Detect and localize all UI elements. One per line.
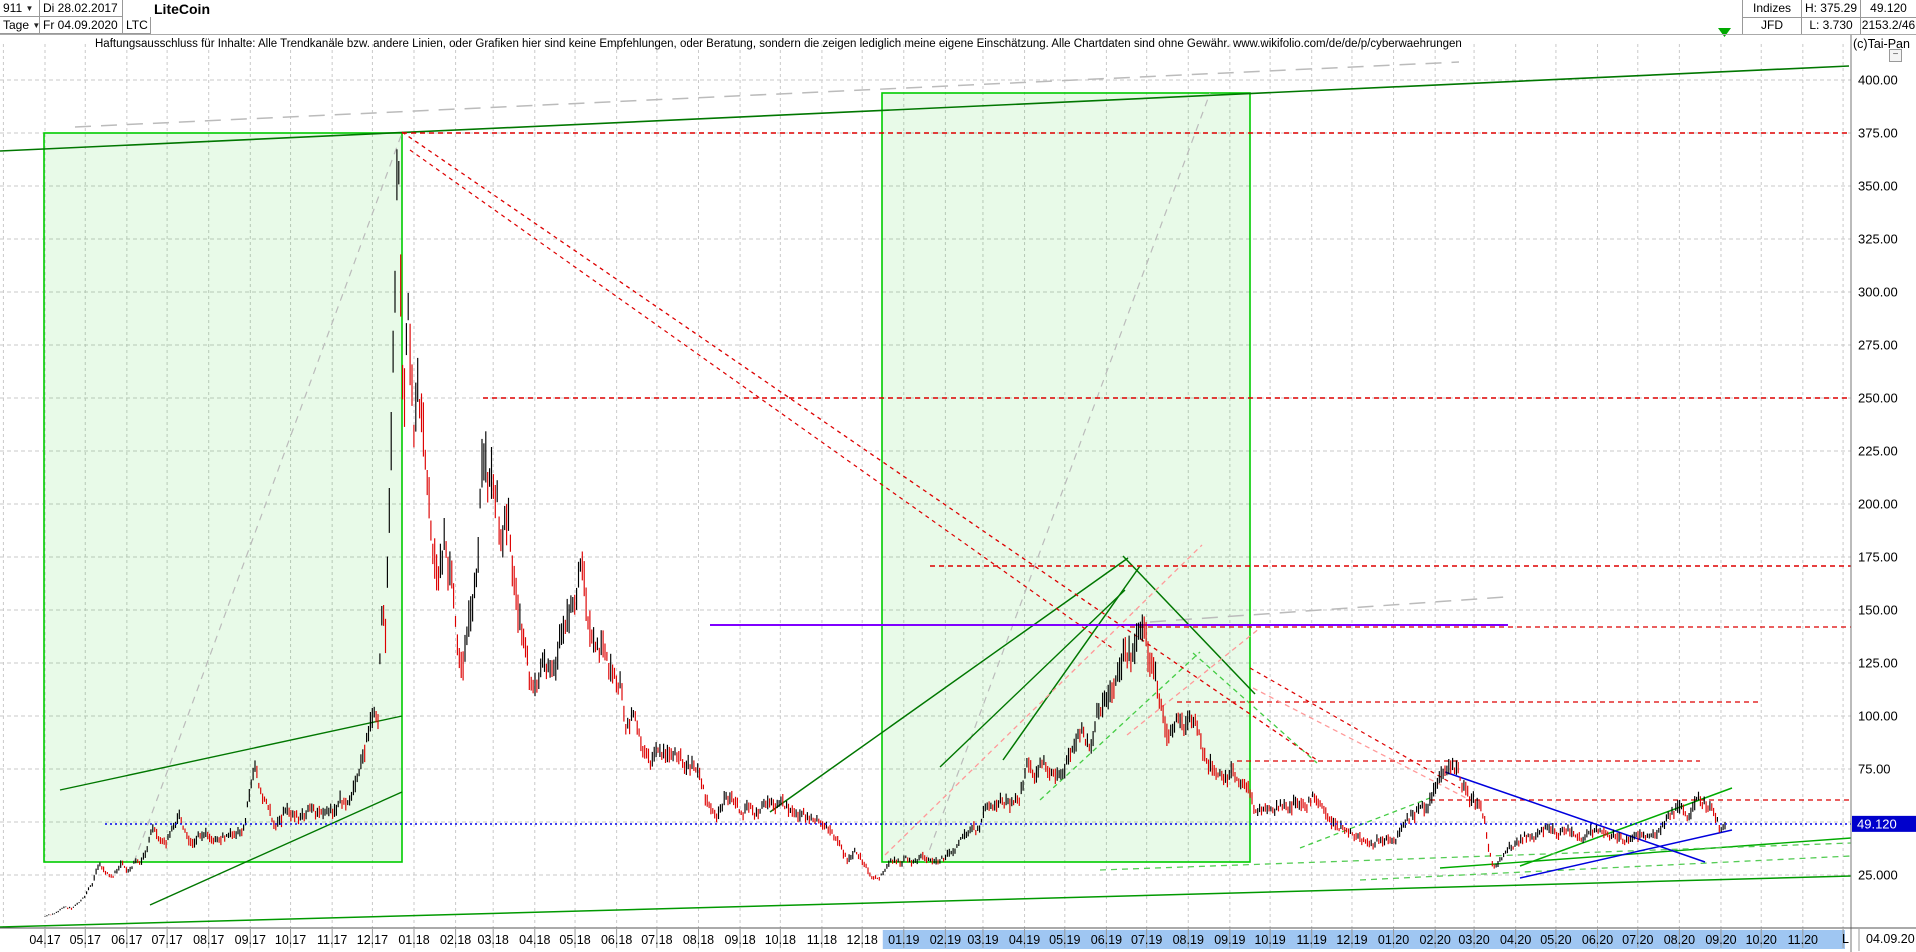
svg-text:05.18: 05.18 (559, 933, 590, 947)
svg-text:04.19: 04.19 (1009, 933, 1040, 947)
last-price-label: 49.120 (1860, 0, 1916, 17)
svg-text:10.19: 10.19 (1254, 933, 1285, 947)
svg-text:07.18: 07.18 (641, 933, 672, 947)
svg-text:05.17: 05.17 (70, 933, 101, 947)
date-from-value: Di 28.02.2017 (43, 1, 118, 15)
symbol-field[interactable]: LTC (123, 17, 151, 34)
date-to-field[interactable]: Fr 04.09.2020 (40, 17, 123, 34)
svg-text:08.18: 08.18 (683, 933, 714, 947)
broker-label: JFD (1742, 17, 1802, 34)
svg-text:02.19: 02.19 (930, 933, 961, 947)
svg-text:10.20: 10.20 (1746, 933, 1777, 947)
svg-text:09.19: 09.19 (1214, 933, 1245, 947)
header-bottom-border (0, 34, 1916, 35)
svg-text:200.00: 200.00 (1858, 497, 1898, 512)
svg-text:150.00: 150.00 (1858, 603, 1898, 618)
period-value: 911 (3, 1, 23, 15)
svg-text:04.17: 04.17 (29, 933, 60, 947)
svg-text:02.20: 02.20 (1420, 933, 1451, 947)
axis-corner-left-label: L (1842, 932, 1849, 946)
period-dropdown[interactable]: 911 ▼ (0, 0, 40, 17)
svg-text:11.18: 11.18 (807, 933, 837, 947)
svg-text:09.18: 09.18 (724, 933, 755, 947)
quote-provider-label: Indizes (1742, 0, 1802, 17)
svg-text:06.18: 06.18 (601, 933, 632, 947)
timeframe-dropdown[interactable]: Tage ▼ (0, 17, 40, 34)
timeframe-value: Tage (3, 18, 30, 32)
svg-text:400.00: 400.00 (1858, 73, 1898, 88)
date-to-value: Fr 04.09.2020 (43, 18, 118, 32)
collapse-icon[interactable]: − (1889, 49, 1902, 62)
svg-text:08.17: 08.17 (193, 933, 224, 947)
svg-text:300.00: 300.00 (1858, 285, 1898, 300)
copyright-label: (c)Tai-Pan (1853, 37, 1910, 51)
svg-text:07.20: 07.20 (1622, 933, 1653, 947)
svg-text:25.000: 25.000 (1858, 868, 1898, 883)
svg-text:09.17: 09.17 (235, 933, 266, 947)
svg-text:11.20: 11.20 (1788, 933, 1818, 947)
svg-text:10.18: 10.18 (765, 933, 796, 947)
svg-text:11.19: 11.19 (1297, 933, 1327, 947)
svg-text:08.19: 08.19 (1173, 933, 1204, 947)
date-from-field[interactable]: Di 28.02.2017 (40, 0, 123, 17)
instrument-title: LiteCoin (154, 1, 210, 17)
axis-corner-date-label: 04.09.20 (1866, 932, 1915, 946)
svg-text:04.18: 04.18 (519, 933, 550, 947)
svg-text:07.17: 07.17 (151, 933, 182, 947)
svg-text:01.20: 01.20 (1378, 933, 1409, 947)
svg-text:05.19: 05.19 (1049, 933, 1080, 947)
svg-text:03.20: 03.20 (1458, 933, 1489, 947)
svg-text:03.18: 03.18 (478, 933, 509, 947)
symbol-value: LTC (126, 18, 148, 32)
svg-text:275.00: 275.00 (1858, 338, 1898, 353)
chevron-down-icon: ▼ (25, 4, 34, 13)
svg-text:06.19: 06.19 (1091, 933, 1122, 947)
svg-text:01.18: 01.18 (398, 933, 429, 947)
svg-text:02.18: 02.18 (440, 933, 471, 947)
svg-text:06.17: 06.17 (111, 933, 142, 947)
svg-text:125.00: 125.00 (1858, 656, 1898, 671)
svg-text:12.17: 12.17 (357, 933, 388, 947)
svg-text:05.20: 05.20 (1540, 933, 1571, 947)
chevron-down-icon: ▼ (32, 21, 41, 30)
svg-text:03.19: 03.19 (967, 933, 998, 947)
svg-text:350.00: 350.00 (1858, 179, 1898, 194)
svg-text:10.17: 10.17 (275, 933, 306, 947)
svg-text:49.120: 49.120 (1857, 816, 1897, 831)
disclaimer-text: Haftungsausschluss für Inhalte: Alle Tre… (95, 38, 1462, 50)
svg-text:06.20: 06.20 (1582, 933, 1613, 947)
svg-text:100.00: 100.00 (1858, 709, 1898, 724)
svg-text:250.00: 250.00 (1858, 391, 1898, 406)
svg-text:09.20: 09.20 (1705, 933, 1736, 947)
period-high-label: H: 375.29 (1804, 1, 1858, 15)
svg-text:75.00: 75.00 (1858, 762, 1891, 777)
svg-text:04.20: 04.20 (1500, 933, 1531, 947)
svg-text:07.19: 07.19 (1131, 933, 1162, 947)
svg-text:375.00: 375.00 (1858, 126, 1898, 141)
header-divider (1742, 17, 1916, 18)
svg-text:11.17: 11.17 (317, 933, 347, 947)
svg-text:01.19: 01.19 (888, 933, 919, 947)
svg-text:225.00: 225.00 (1858, 444, 1898, 459)
svg-text:12.18: 12.18 (847, 933, 878, 947)
svg-text:12.19: 12.19 (1336, 933, 1367, 947)
period-low-label: L: 3.730 (1809, 18, 1853, 32)
ratio-label: 2153.2/46 (1860, 17, 1916, 34)
svg-text:175.00: 175.00 (1858, 550, 1898, 565)
svg-text:325.00: 325.00 (1858, 232, 1898, 247)
svg-text:08.20: 08.20 (1664, 933, 1695, 947)
